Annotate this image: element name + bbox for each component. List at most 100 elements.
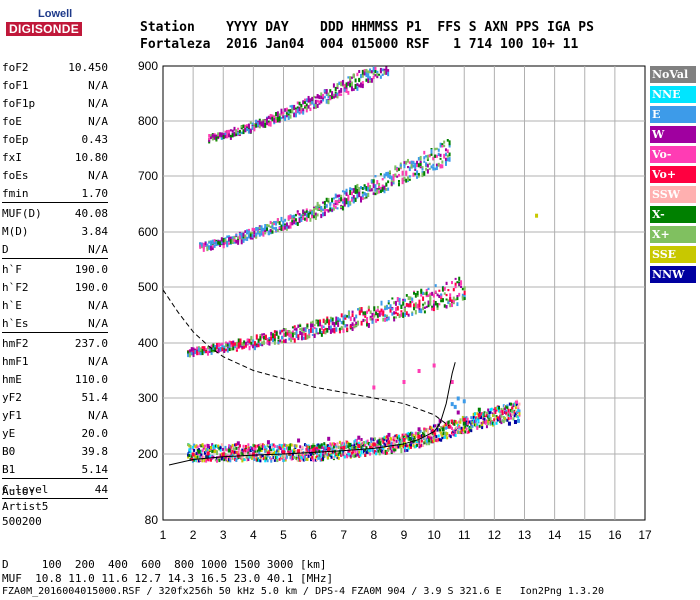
echo-mark (413, 445, 416, 449)
echo-mark (454, 433, 457, 437)
echo-mark (458, 431, 461, 435)
multihop-echo-mark (376, 318, 379, 322)
multihop-echo-mark (239, 345, 242, 348)
echo-mark (208, 448, 211, 452)
multihop-echo-mark (266, 224, 269, 227)
multihop-echo-mark (372, 179, 375, 183)
multihop-echo-mark (273, 330, 276, 333)
echo-mark (330, 447, 333, 451)
param-row: h`F 190.0 (2, 260, 108, 278)
series-point (266, 451, 270, 456)
multihop-echo-mark (367, 73, 370, 78)
series-point (462, 421, 466, 426)
echo-mark (266, 459, 269, 463)
multihop-echo-mark (441, 144, 444, 148)
multihop-echo-mark (224, 237, 227, 241)
multihop-echo-mark (307, 211, 310, 215)
echo-mark (295, 456, 298, 460)
echo-mark (494, 421, 497, 425)
echo-mark (328, 452, 331, 456)
multihop-echo-mark (300, 327, 303, 332)
echo-mark (516, 411, 519, 415)
multihop-echo-mark (282, 115, 285, 119)
multihop-echo-mark (291, 104, 294, 110)
echo-mark (261, 446, 264, 450)
echo-mark (195, 459, 198, 463)
echo-mark (459, 430, 462, 434)
multihop-echo-mark (331, 328, 334, 333)
echo-mark (276, 445, 279, 449)
multihop-echo-mark (295, 330, 298, 335)
echo-mark (511, 406, 514, 410)
echo-mark (314, 456, 317, 460)
echo-mark (449, 425, 452, 429)
echo-mark (325, 452, 328, 456)
multihop-echo-mark (285, 222, 288, 227)
multihop-echo-mark (246, 124, 249, 127)
x-tick-label: 7 (340, 528, 347, 542)
echo-mark (448, 434, 451, 438)
multihop-echo-mark (248, 339, 251, 344)
echo-mark (301, 456, 304, 460)
echo-mark (517, 406, 520, 410)
echo-mark (493, 418, 496, 422)
x-tick-label: 5 (280, 528, 287, 542)
echo-mark (202, 455, 205, 459)
multihop-echo-mark (293, 112, 296, 118)
echo-mark (506, 406, 509, 410)
echo-mark (216, 451, 219, 455)
multihop-echo-mark (220, 237, 223, 242)
multihop-echo-mark (402, 298, 405, 301)
multihop-echo-mark (318, 100, 321, 104)
multihop-echo-mark (253, 234, 256, 238)
multihop-echo-mark (360, 186, 363, 190)
multihop-echo-mark (246, 236, 249, 241)
echo-mark (276, 459, 279, 463)
echo-mark (242, 450, 245, 454)
echo-mark (441, 433, 444, 437)
echo-mark (295, 444, 298, 448)
multihop-echo-mark (228, 342, 231, 347)
multihop-echo-mark (337, 317, 340, 321)
echo-mark (501, 409, 504, 413)
multihop-echo-mark (438, 294, 441, 298)
echo-mark (391, 436, 394, 440)
multihop-echo-mark (316, 99, 319, 103)
multihop-echo-mark (331, 321, 334, 324)
echo-mark (364, 444, 367, 448)
echo-mark (454, 420, 457, 424)
echo-mark (510, 413, 513, 417)
multihop-echo-mark (280, 227, 283, 231)
echo-mark (387, 437, 390, 441)
echo-mark (447, 422, 450, 426)
multihop-echo-mark (242, 131, 245, 135)
multihop-echo-mark (290, 331, 293, 335)
multihop-echo-mark (341, 81, 344, 86)
echo-mark (263, 444, 266, 448)
multihop-echo-mark (320, 333, 323, 337)
echo-mark (335, 444, 338, 448)
echo-mark (481, 412, 484, 416)
echo-mark (310, 453, 313, 457)
echo-mark (473, 423, 476, 427)
echo-mark (463, 428, 466, 432)
multihop-echo-mark (441, 143, 444, 147)
echo-mark (218, 459, 221, 463)
multihop-echo-mark (461, 295, 464, 301)
echo-mark (270, 457, 273, 461)
echo-mark (417, 438, 420, 442)
multihop-echo-mark (426, 169, 429, 174)
echo-mark (325, 444, 328, 448)
series-point (191, 452, 195, 457)
multihop-echo-mark (458, 292, 461, 297)
multihop-echo-mark (302, 215, 305, 221)
multihop-echo-mark (360, 82, 363, 87)
multihop-echo-mark (231, 129, 234, 133)
echo-mark (324, 448, 327, 452)
multihop-echo-mark (363, 184, 366, 187)
echo-mark (243, 448, 246, 452)
multihop-echo-mark (358, 84, 361, 88)
echo-mark (393, 435, 396, 439)
echo-mark (420, 443, 423, 447)
multihop-echo-mark (367, 70, 370, 74)
